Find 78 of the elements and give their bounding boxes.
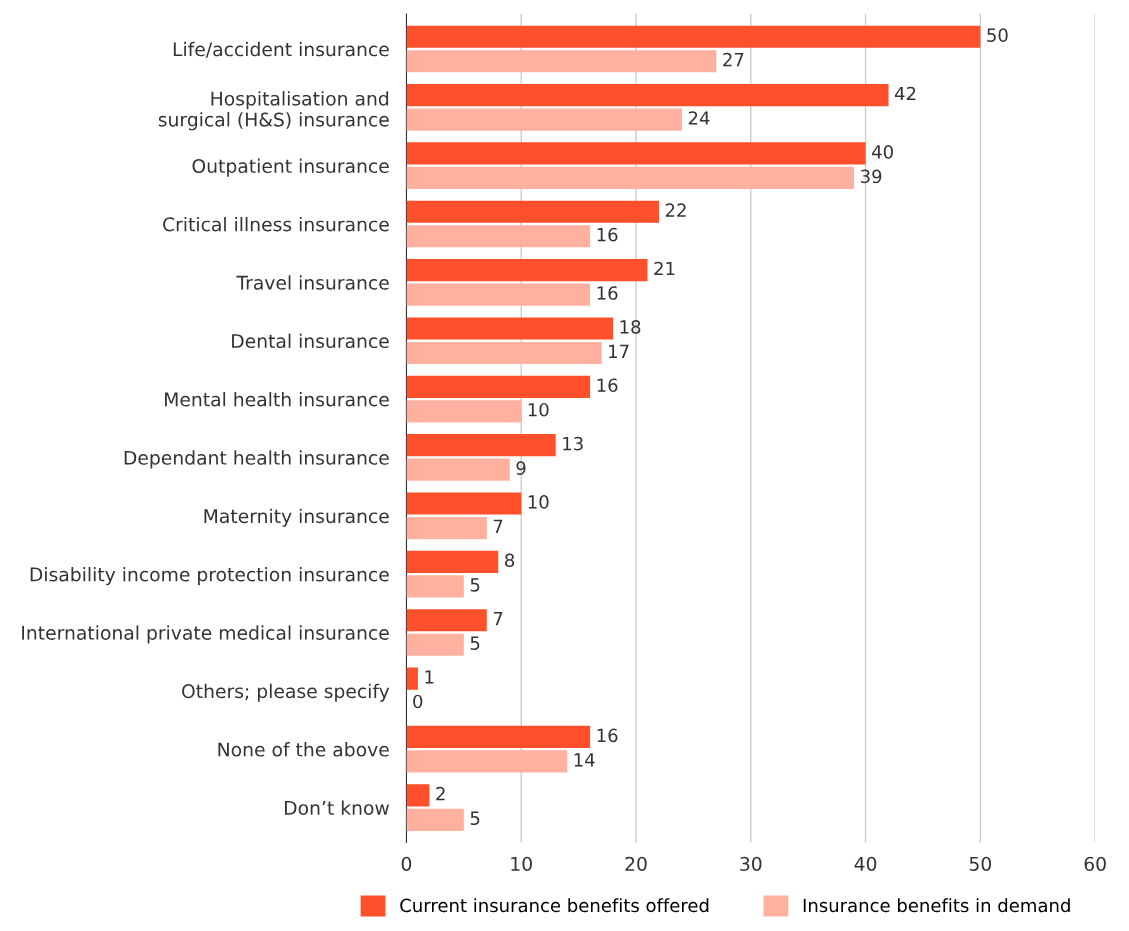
bar	[406, 108, 682, 131]
y-tick-label: Others; please specify	[182, 683, 390, 702]
data-label: 2	[436, 786, 445, 801]
data-label: 14	[574, 753, 595, 767]
data-label: 22	[665, 203, 686, 217]
bar	[406, 492, 522, 515]
data-label: 5	[470, 811, 480, 826]
legend-label: Current insurance benefits offered	[400, 898, 709, 913]
data-label: 10	[528, 402, 549, 417]
bar	[406, 609, 487, 632]
bar	[406, 283, 591, 306]
data-label: 8	[505, 553, 515, 568]
bar	[406, 575, 464, 598]
x-tick-label: 20	[625, 856, 647, 871]
bar	[406, 166, 855, 190]
y-tick-label: Disability income protection insurance	[30, 567, 389, 586]
y-tick-label: Critical illness insurance	[163, 216, 389, 232]
x-tick-label: 30	[740, 856, 762, 871]
data-label: 16	[597, 728, 618, 743]
data-label: 5	[470, 636, 480, 650]
bar	[406, 784, 430, 807]
bar	[406, 550, 499, 573]
bar	[406, 725, 591, 749]
bar	[406, 808, 464, 831]
x-tick-label: 40	[854, 856, 877, 871]
bar	[406, 200, 659, 223]
bar	[406, 83, 889, 107]
x-tick-label: 50	[969, 856, 992, 871]
data-label: 39	[861, 169, 882, 184]
data-label: 1	[425, 670, 434, 684]
bar	[406, 375, 591, 398]
data-label: 5	[470, 578, 480, 592]
bar	[406, 458, 510, 481]
data-label: 0	[413, 694, 423, 709]
bar	[406, 667, 418, 690]
data-label: 17	[609, 344, 629, 358]
bar	[406, 434, 556, 457]
y-tick-label: Dependant health insurance	[124, 450, 389, 469]
data-label: 50	[987, 28, 1008, 42]
legend-label: Insurance benefits in demand	[803, 898, 1070, 913]
y-tick-label: Hospitalisation and surgical (H&S) insurance	[158, 91, 389, 131]
bar	[406, 633, 464, 656]
bar	[406, 225, 591, 248]
bar	[406, 317, 614, 340]
bar	[406, 400, 522, 423]
x-tick-label: 0	[401, 856, 412, 871]
y-tick-label: Maternity insurance	[204, 508, 389, 527]
bar	[406, 50, 717, 73]
data-label: 9	[516, 461, 526, 475]
data-label: 16	[597, 227, 618, 242]
data-label: 40	[872, 145, 893, 159]
data-label: 7	[493, 612, 503, 626]
data-label: 42	[894, 86, 916, 101]
y-tick-label: Travel insurance	[236, 275, 389, 290]
data-label: 13	[563, 436, 583, 451]
bar	[406, 341, 602, 365]
y-tick-label: Dental insurance	[232, 333, 389, 349]
data-label: 21	[654, 261, 675, 276]
data-label: 16	[597, 286, 618, 300]
data-label: 10	[528, 495, 549, 509]
x-tick-label: 10	[511, 856, 532, 871]
bar	[406, 750, 568, 773]
data-label: 27	[723, 52, 744, 67]
y-tick-label: International private medical insurance	[22, 625, 389, 644]
y-tick-label: Mental health insurance	[165, 391, 389, 407]
y-tick-label: Don’t know	[285, 800, 389, 815]
data-label: 16	[597, 378, 618, 393]
x-tick-label: 60	[1084, 856, 1106, 871]
bar	[406, 259, 648, 282]
data-label: 18	[620, 320, 641, 334]
bar	[406, 142, 866, 165]
bar	[406, 25, 981, 48]
y-tick-label: Life/accident insurance	[173, 41, 389, 58]
data-label: 24	[688, 111, 710, 125]
y-tick-label: None of the above	[218, 742, 389, 757]
y-tick-label: Outpatient insurance	[192, 158, 389, 177]
bar	[406, 516, 487, 540]
data-label: 7	[493, 519, 503, 534]
